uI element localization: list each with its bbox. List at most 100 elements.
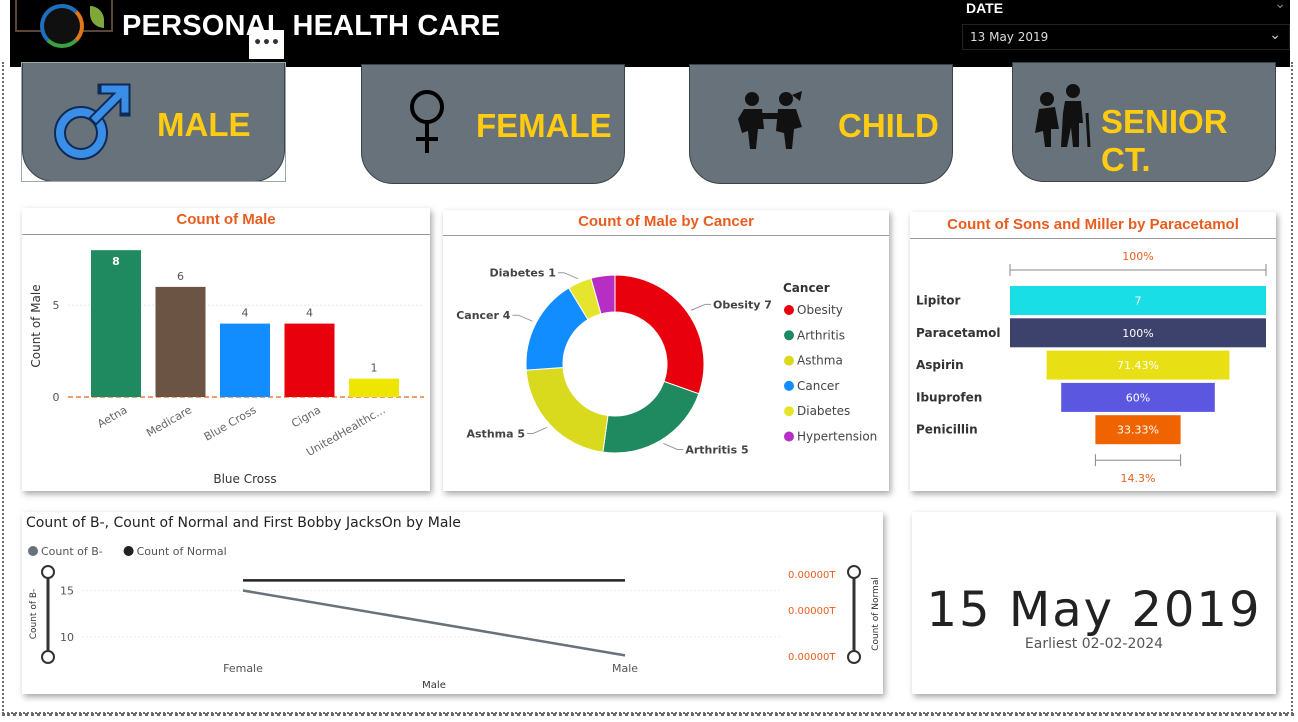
funnel-value-label: 33.33% xyxy=(1117,424,1159,437)
chart-title: Count of Sons and Miller by Paracetamol xyxy=(947,216,1239,233)
legend-marker xyxy=(784,355,794,366)
legend-marker xyxy=(784,380,794,391)
card-male[interactable]: MALE xyxy=(22,62,285,182)
card-senior-label: SENIOR CT. xyxy=(1101,103,1228,178)
donut-slice xyxy=(590,274,616,315)
legend-label: Diabetes xyxy=(797,404,850,418)
title-divider xyxy=(443,235,889,236)
x-tick-label: Medicare xyxy=(144,403,194,439)
male-by-cancer-chart[interactable]: Count of Male by Cancer Obesity 7 Arthrit… xyxy=(443,210,889,491)
data-label: 4 xyxy=(242,307,249,320)
y-tick-label: 10 xyxy=(60,631,74,644)
chart-title: Count of B-, Count of Normal and First B… xyxy=(26,515,461,531)
legend-label: Asthma xyxy=(797,354,843,368)
bar-chart-canvas: 0 5 Count of Male 8 Aetna 6 Medicare 4 Blue Cros… xyxy=(29,250,424,486)
funnel-bar xyxy=(1095,415,1181,445)
legend-marker xyxy=(28,546,38,556)
bar xyxy=(220,323,270,397)
donut-slice xyxy=(525,367,609,453)
legend-marker xyxy=(784,305,794,315)
chart-title: Count of Male by Cancer xyxy=(578,213,754,230)
funnel-category-label: Aspirin xyxy=(916,358,964,372)
date-slicer[interactable]: DATE ⌄ 13 May 2019 ⌄ xyxy=(962,0,1292,52)
slice-label: Diabetes 1 xyxy=(490,267,556,280)
card-child[interactable]: CHILD xyxy=(689,64,953,184)
data-label: 1 xyxy=(371,362,378,375)
data-label: 8 xyxy=(112,255,120,268)
x-tick-label: Female xyxy=(223,662,263,675)
legend-marker xyxy=(784,330,794,341)
date-dropdown-value: 13 May 2019 xyxy=(970,30,1049,44)
funnel-bar xyxy=(1010,318,1266,348)
y2-scroll-handle xyxy=(847,650,861,664)
blood-type-line-chart[interactable]: Count of B-, Count of Normal and First B… xyxy=(22,512,883,694)
y-tick-label: 0 xyxy=(53,391,60,404)
donut-slice xyxy=(602,380,700,454)
date-slicer-label: DATE xyxy=(966,0,1004,16)
leader-line xyxy=(663,443,684,450)
funnel-value-label: 7 xyxy=(1135,295,1142,308)
x-tick-label: Blue Cross xyxy=(202,403,259,443)
legend-label: Arthritis xyxy=(797,328,845,342)
y2-scroll-handle xyxy=(847,565,861,579)
chevron-up-icon[interactable]: ⌄ xyxy=(1274,0,1286,12)
card-selection-outline xyxy=(21,62,286,182)
funnel-value-label: 100% xyxy=(1122,327,1153,340)
bar xyxy=(155,286,206,397)
series-line xyxy=(242,589,626,657)
card-female[interactable]: FEMALE xyxy=(361,64,625,184)
data-label: 4 xyxy=(306,307,313,320)
card-child-label: CHILD xyxy=(838,107,939,144)
leader-line xyxy=(512,314,533,322)
legend-marker xyxy=(784,431,794,442)
legend-label: Cancer xyxy=(797,379,839,393)
y-tick-label: 5 xyxy=(53,299,60,312)
legend-title: Cancer xyxy=(783,281,830,295)
date-dropdown[interactable]: 13 May 2019 ⌄ xyxy=(962,24,1290,50)
line-chart-canvas: Count of B-, Count of Normal and First B… xyxy=(26,515,881,691)
senior-couple-icon xyxy=(1035,84,1091,148)
y-tick-label: 15 xyxy=(60,585,74,598)
donut-slice xyxy=(614,274,705,395)
bar xyxy=(349,378,399,397)
card-female-label: FEMALE xyxy=(476,107,612,144)
slice-label: Arthritis 5 xyxy=(685,443,748,456)
donut-chart-canvas: Obesity 7 Arthritis 5 Asthma 5 Cancer 4 Diab… xyxy=(456,267,877,457)
page-title: PERSONAL HEALTH CARE xyxy=(122,10,501,42)
legend-marker xyxy=(784,406,794,417)
bar xyxy=(91,250,141,397)
data-label: 6 xyxy=(177,270,184,283)
x-axis-title: Blue Cross xyxy=(213,472,276,486)
y-scroll-handle xyxy=(41,650,55,664)
funnel-bottom-label: 14.3% xyxy=(1121,472,1156,485)
bar xyxy=(284,323,335,397)
funnel-category-label: Penicillin xyxy=(916,423,978,437)
title-divider xyxy=(910,238,1276,239)
y-axis-title: Count of Male xyxy=(29,284,43,367)
female-symbol-icon xyxy=(410,90,444,153)
chart-title: Count of Male xyxy=(176,211,276,228)
legend-label: Hypertension xyxy=(797,430,877,444)
leaf-icon xyxy=(90,6,104,28)
y2-tick-label: 0.00000T xyxy=(788,570,836,581)
count-of-male-chart[interactable]: Count of Male 0 5 Count of Male 8 Aetna 6 Medi… xyxy=(22,208,430,491)
kpi-subtitle: Earliest 02-02-2024 xyxy=(1024,636,1164,652)
y-scroll-handle xyxy=(41,565,55,579)
funnel-value-label: 71.43% xyxy=(1117,359,1159,372)
more-options-button[interactable]: ••• xyxy=(249,30,284,59)
funnel-bar xyxy=(1061,382,1215,412)
card-senior[interactable]: SENIOR CT. xyxy=(1012,62,1276,182)
x-tick-label: Male xyxy=(612,662,638,675)
earliest-date-card[interactable]: 15 May 2019 Earliest 02-02-2024 xyxy=(912,512,1276,694)
funnel-value-label: 60% xyxy=(1126,391,1150,404)
slice-label: Asthma 5 xyxy=(467,427,526,440)
leader-line xyxy=(557,272,579,280)
x-axis-title: Male xyxy=(422,680,446,691)
header-bar: PERSONAL HEALTH CARE DATE ⌄ 13 May 2019 … xyxy=(10,0,1290,67)
chevron-down-icon[interactable]: ⌄ xyxy=(1269,27,1281,43)
sons-miller-funnel-chart[interactable]: Count of Sons and Miller by Paracetamol … xyxy=(910,212,1276,491)
funnel-category-label: Lipitor xyxy=(916,294,960,308)
slice-label: Cancer 4 xyxy=(456,309,511,322)
title-divider xyxy=(22,234,430,235)
x-tick-label: Cigna xyxy=(289,403,323,430)
